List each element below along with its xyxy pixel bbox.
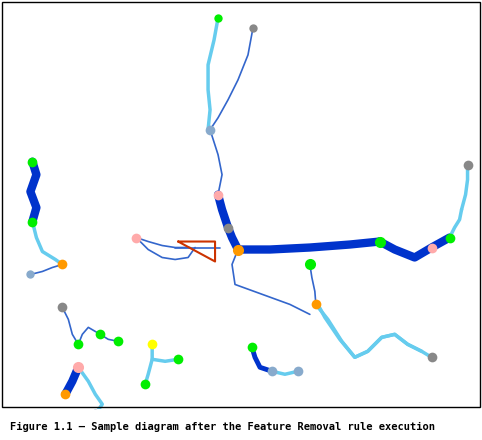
Text: Figure 1.1 – Sample diagram after the Feature Removal rule execution: Figure 1.1 – Sample diagram after the Fe…	[10, 422, 435, 432]
